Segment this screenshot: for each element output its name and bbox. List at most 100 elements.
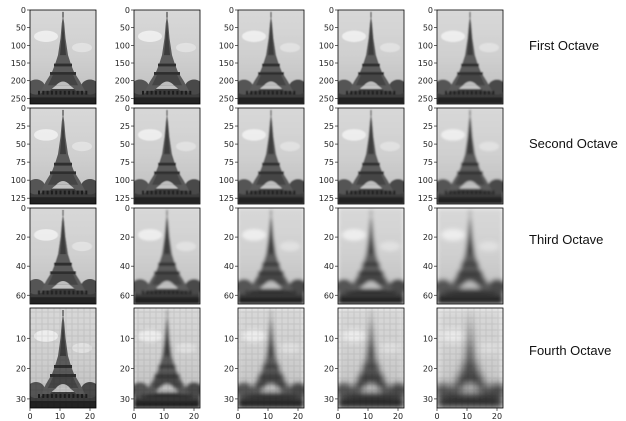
tower-image: [30, 308, 96, 408]
ytick-label: 0: [229, 6, 234, 15]
octave-label-2: Second Octave: [529, 136, 618, 151]
ytick-label: 20: [16, 233, 26, 242]
ytick-label: 40: [224, 262, 234, 271]
ytick-label: 40: [423, 262, 433, 271]
panel-r3-c4: 0 20 40 60: [324, 204, 405, 305]
ytick-label: 75: [423, 158, 433, 167]
xtick-label: 0: [131, 412, 136, 421]
ytick-label: 0: [229, 104, 234, 113]
ytick-label: 200: [319, 77, 334, 86]
ytick-label: 200: [418, 77, 433, 86]
ytick-label: 20: [423, 233, 433, 242]
tower-image: [134, 10, 200, 104]
ytick-label: 0: [229, 204, 234, 213]
ytick-label: 60: [224, 291, 234, 300]
ytick-label: 100: [418, 41, 433, 50]
ytick-label: 20: [324, 365, 334, 374]
ytick-label: 40: [16, 262, 26, 271]
ytick-label: 50: [324, 24, 334, 33]
panel-r2-c4: 0 25 50 75 100 125: [319, 104, 405, 205]
panel-r2-c3: 0 25 50 75 100 125: [219, 104, 305, 205]
ytick-label: 50: [224, 140, 234, 149]
ytick-label: 10: [120, 334, 130, 343]
xtick-label: 0: [434, 412, 439, 421]
ytick-label: 100: [319, 41, 334, 50]
ytick-label: 125: [11, 194, 26, 203]
tower-image: [437, 10, 503, 104]
tower-image: [437, 108, 503, 204]
ytick-label: 0: [21, 104, 26, 113]
ytick-label: 10: [224, 334, 234, 343]
tower-image: [437, 208, 503, 304]
octave-row-3: 0 20 40 60 0 20 40 60 0 20 40 60 0 20 40 60 0 20 40 60: [16, 204, 504, 305]
panel-r4-c1: 10 20 300 10 20: [16, 307, 97, 421]
panel-frame: [133, 307, 201, 409]
ytick-label: 0: [329, 6, 334, 15]
ytick-label: 50: [423, 140, 433, 149]
ytick-label: 0: [125, 204, 130, 213]
ytick-label: 0: [125, 6, 130, 15]
panel-r1-c3: 0 50 100 150 200 250: [219, 6, 305, 105]
ytick-label: 200: [11, 77, 26, 86]
panel-frame: [436, 107, 504, 205]
xtick-label: 10: [55, 412, 65, 421]
tower-image: [30, 10, 96, 104]
ytick-label: 40: [324, 262, 334, 271]
panel-r2-c5: 0 25 50 75 100 125: [418, 104, 504, 205]
ytick-label: 100: [219, 176, 234, 185]
panel-r4-c2: 10 20 300 10 20: [120, 307, 201, 421]
ytick-label: 40: [120, 262, 130, 271]
xtick-label: 0: [27, 412, 32, 421]
ytick-label: 0: [125, 104, 130, 113]
ytick-label: 125: [219, 194, 234, 203]
ytick-label: 20: [120, 365, 130, 374]
ytick-label: 50: [324, 140, 334, 149]
panel-r4-c5: 10 20 300 10 20: [423, 307, 504, 421]
ytick-label: 250: [11, 94, 26, 103]
ytick-label: 250: [219, 94, 234, 103]
ytick-label: 250: [319, 94, 334, 103]
tower-image: [238, 108, 304, 204]
ytick-label: 50: [423, 24, 433, 33]
ytick-label: 60: [324, 291, 334, 300]
panel-frame: [29, 9, 97, 105]
panel-frame: [436, 9, 504, 105]
ytick-label: 30: [224, 395, 234, 404]
panel-frame: [337, 107, 405, 205]
ytick-label: 60: [16, 291, 26, 300]
panel-frame: [337, 9, 405, 105]
ytick-label: 150: [418, 59, 433, 68]
panel-frame: [237, 307, 305, 409]
xtick-label: 10: [263, 412, 273, 421]
xtick-label: 0: [235, 412, 240, 421]
panel-frame: [29, 107, 97, 205]
ytick-label: 30: [16, 395, 26, 404]
octave-label-4: Fourth Octave: [529, 343, 612, 358]
ytick-label: 150: [115, 59, 130, 68]
panel-frame: [337, 207, 405, 305]
ytick-label: 0: [428, 104, 433, 113]
panel-frame: [436, 207, 504, 305]
panel-r4-c3: 10 20 300 10 20: [224, 307, 305, 421]
tower-image: [30, 108, 96, 204]
panel-r3-c3: 0 20 40 60: [224, 204, 305, 305]
xtick-label: 20: [293, 412, 303, 421]
tower-image: [134, 108, 200, 204]
panel-frame: [133, 9, 201, 105]
ytick-label: 25: [324, 122, 334, 131]
tower-image: [134, 308, 200, 408]
ytick-label: 100: [115, 176, 130, 185]
ytick-label: 0: [428, 204, 433, 213]
panel-frame: [337, 307, 405, 409]
ytick-label: 100: [11, 41, 26, 50]
ytick-label: 200: [115, 77, 130, 86]
panel-r2-c1: 0 25 50 75 100 125: [11, 104, 97, 205]
xtick-label: 10: [363, 412, 373, 421]
image-grid: 0501001502002500501001502002500501001502…: [11, 6, 504, 421]
ytick-label: 0: [21, 6, 26, 15]
ytick-label: 150: [319, 59, 334, 68]
xtick-label: 20: [85, 412, 95, 421]
panel-frame: [29, 307, 97, 409]
